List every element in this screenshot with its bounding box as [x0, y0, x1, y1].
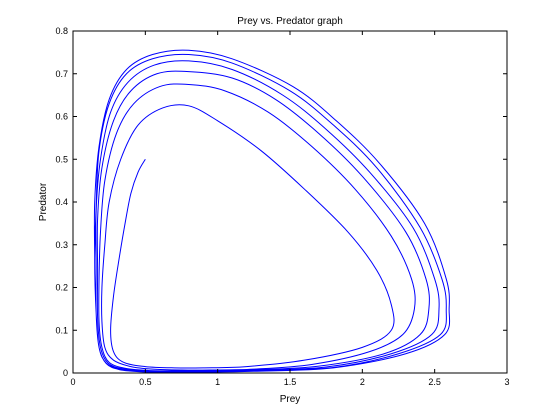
chart-title: Prey vs. Predator graph [237, 16, 343, 27]
plot-area [73, 31, 507, 373]
y-tick-label: 0.8 [55, 26, 68, 36]
y-tick-label: 0 [63, 368, 68, 378]
y-tick-label: 0.5 [55, 154, 68, 164]
x-tick-label: 1 [215, 377, 220, 387]
y-axis-label: Predator [38, 182, 49, 221]
x-tick-label: 3 [504, 377, 509, 387]
y-tick-label: 0.6 [55, 112, 68, 122]
y-tick-label: 0.2 [55, 283, 68, 293]
x-tick-label: 0.5 [139, 377, 152, 387]
ticks-group: 0 0.5 1 1.5 2 2.5 3 0 0.1 0.2 0.3 0.4 0.5 0.6 0.7 0.8 [55, 26, 509, 387]
y-tick-label: 0.1 [55, 325, 68, 335]
x-tick-label: 0 [70, 377, 75, 387]
x-tick-label: 1.5 [284, 377, 297, 387]
y-tick-label: 0.3 [55, 240, 68, 250]
x-tick-label: 2 [360, 377, 365, 387]
y-tick-label: 0.7 [55, 69, 68, 79]
x-tick-label: 2.5 [428, 377, 441, 387]
curves-group [93, 49, 451, 373]
trajectory-line [93, 49, 451, 373]
x-axis-label: Prey [280, 394, 301, 405]
y-tick-label: 0.4 [55, 197, 68, 207]
